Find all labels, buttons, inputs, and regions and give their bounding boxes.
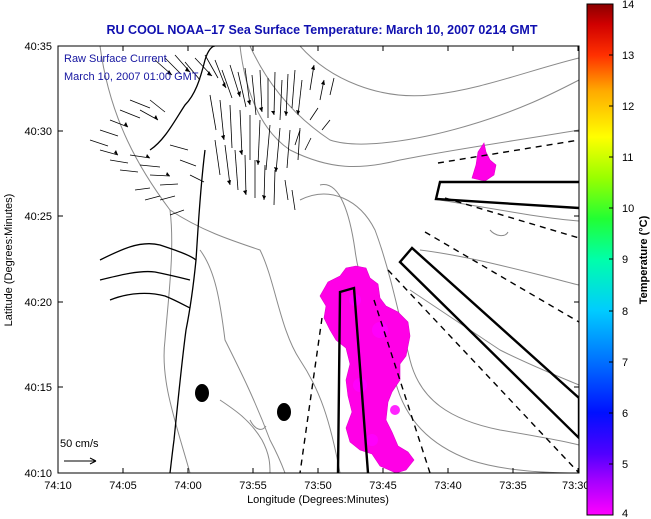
y-tick-label: 40:10 — [24, 468, 52, 480]
x-tick-label: 73:45 — [369, 480, 397, 492]
colorbar-tick-label: 6 — [622, 408, 628, 420]
map-title: RU COOL NOAA–17 Sea Surface Temperature:… — [107, 23, 538, 37]
x-axis-label: Longitude (Degrees:Minutes) — [247, 494, 389, 506]
y-tick-label: 40:15 — [24, 382, 52, 394]
colorbar-tick-label: 10 — [622, 203, 634, 215]
y-tick-label: 40:25 — [24, 211, 52, 223]
colorbar-tick-label: 14 — [622, 0, 634, 11]
colorbar-tick-label: 4 — [622, 508, 628, 519]
x-tick-label: 73:50 — [304, 480, 332, 492]
buoy-marker-east — [277, 403, 291, 421]
x-tick-label: 73:35 — [499, 480, 527, 492]
x-tick-label: 74:10 — [44, 480, 72, 492]
colorbar-tick-label: 13 — [622, 50, 634, 62]
colorbar-tick-label: 12 — [622, 101, 634, 113]
colorbar-tick-label: 5 — [622, 459, 628, 471]
current-annotation-line2: March 10, 2007 01:00 GMT — [64, 71, 199, 83]
tick-marks — [57, 45, 579, 474]
colorbar-tick-label: 9 — [622, 254, 628, 266]
bathymetry-contours — [99, 46, 579, 473]
scale-label: 50 cm/s — [60, 438, 99, 450]
dashed-lanes — [299, 139, 579, 473]
x-tick-label: 74:00 — [174, 480, 202, 492]
coastline — [99, 46, 216, 473]
scale-arrowhead — [89, 457, 97, 465]
y-tick-label: 40:20 — [24, 297, 52, 309]
colorbar-ticks — [609, 3, 613, 516]
x-tick-label: 73:30 — [562, 480, 590, 492]
y-tick-label: 40:30 — [24, 126, 52, 138]
buoy-marker-west — [195, 384, 209, 402]
x-tick-labels: 74:10 74:05 74:00 73:55 73:50 73:45 73:4… — [44, 480, 589, 492]
temperature-colorbar: 14 13 12 11 10 9 8 7 6 5 4 Temperature (… — [586, 0, 650, 519]
surface-current-vectors — [89, 54, 335, 216]
colorbar-tick-label: 11 — [622, 152, 633, 164]
colorbar-tick-label: 8 — [622, 306, 628, 318]
colorbar-gradient — [586, 3, 614, 516]
colorbar-label: Temperature (°C) — [638, 215, 650, 304]
y-axis-label: Latitude (Degrees:Minutes) — [3, 194, 15, 327]
x-tick-label: 73:40 — [434, 480, 462, 492]
colorbar-tick-label: 7 — [622, 357, 628, 369]
sst-patch-speckles — [349, 294, 400, 446]
y-tick-label: 40:35 — [24, 41, 52, 53]
map-plot-area: Raw Surface Current March 10, 2007 01:00… — [58, 46, 579, 473]
sst-patches — [319, 142, 497, 473]
current-annotation-line1: Raw Surface Current — [64, 53, 167, 65]
x-tick-label: 74:05 — [109, 480, 137, 492]
y-tick-labels: 40:35 40:30 40:25 40:20 40:15 40:10 — [24, 41, 52, 480]
vector-arrowheads — [114, 65, 325, 200]
x-tick-label: 73:55 — [239, 480, 267, 492]
shipping-lane-boxes — [336, 180, 579, 473]
